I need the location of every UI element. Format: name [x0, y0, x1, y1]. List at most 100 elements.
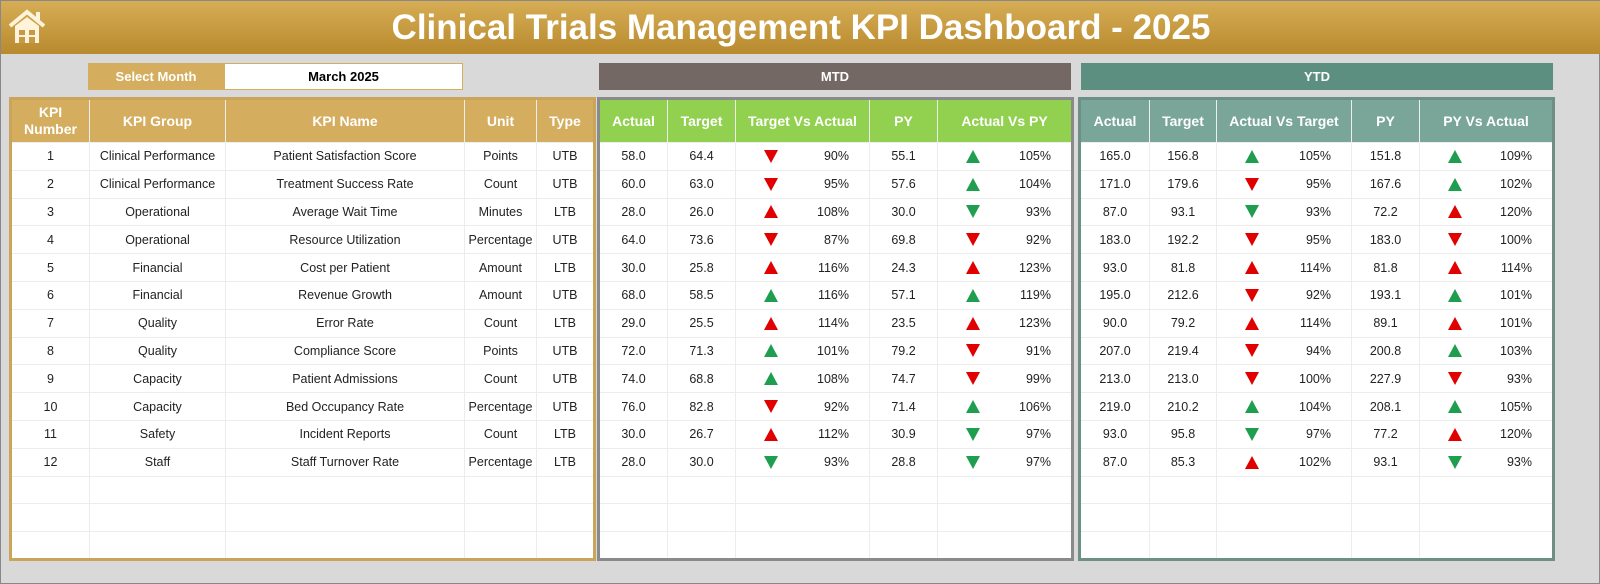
comparison-value: 104%: [1299, 399, 1331, 414]
kpi-group: Capacity: [89, 392, 226, 421]
comparison-cell: 99%: [937, 364, 1073, 394]
empty-cell: [735, 531, 870, 560]
kpi-type: LTB: [536, 253, 595, 282]
kpi-group: Safety: [89, 419, 226, 449]
kpi-unit: Amount: [464, 280, 537, 310]
column-header: Actual: [1079, 98, 1150, 143]
mtd-py: 71.4: [869, 392, 938, 421]
kpi-group: Operational: [89, 197, 226, 227]
mtd-target: 30.0: [667, 447, 736, 477]
comparison-cell: 102%: [1419, 169, 1554, 199]
kpi-num: 5: [10, 253, 90, 282]
arrow-up-green-icon: [1245, 400, 1259, 414]
empty-cell: [225, 475, 465, 505]
ytd-target: 81.8: [1149, 253, 1217, 282]
comparison-value: 100%: [1500, 232, 1532, 247]
arrow-down-red-icon: [1245, 233, 1259, 247]
empty-cell: [735, 503, 870, 533]
comparison-cell: 114%: [735, 308, 870, 338]
kpi-group: Quality: [89, 336, 226, 366]
empty-cell: [667, 531, 736, 560]
column-header: KPI Number: [10, 98, 90, 143]
mtd-target: 71.3: [667, 336, 736, 366]
mtd-actual: 74.0: [598, 364, 668, 394]
empty-cell: [598, 475, 668, 505]
kpi-type: LTB: [536, 447, 595, 477]
comparison-value: 120%: [1500, 204, 1532, 219]
mtd-target: 64.4: [667, 142, 736, 171]
month-select[interactable]: March 2025: [224, 63, 463, 90]
empty-cell: [598, 531, 668, 560]
column-header: KPI Group: [89, 98, 226, 143]
comparison-cell: 114%: [1419, 253, 1554, 282]
ytd-target: 93.1: [1149, 197, 1217, 227]
empty-row: [1079, 503, 1554, 533]
mtd-target: 63.0: [667, 169, 736, 199]
arrow-up-red-icon: [1448, 261, 1462, 275]
comparison-cell: 93%: [1419, 364, 1554, 394]
arrow-up-green-icon: [1245, 149, 1259, 163]
table-row: 68.0 58.5 116% 57.1 119%: [598, 280, 1073, 310]
comparison-value: 114%: [1299, 260, 1331, 275]
kpi-name: Cost per Patient: [225, 253, 465, 282]
empty-row: [1079, 531, 1554, 560]
kpi-num: 2: [10, 169, 90, 199]
arrow-up-red-icon: [966, 261, 980, 275]
table-row: 10 Capacity Bed Occupancy Rate Percentage UT…: [10, 392, 595, 421]
empty-cell: [869, 503, 938, 533]
arrow-down-red-icon: [764, 233, 778, 247]
comparison-value: 97%: [1305, 427, 1331, 442]
arrow-up-green-icon: [1448, 288, 1462, 302]
kpi-num: 8: [10, 336, 90, 366]
empty-cell: [667, 503, 736, 533]
comparison-value: 104%: [1019, 177, 1051, 192]
ytd-py: 151.8: [1351, 142, 1420, 171]
table-row: 64.0 73.6 87% 69.8 92%: [598, 225, 1073, 255]
arrow-up-green-icon: [1448, 400, 1462, 414]
mtd-py: 69.8: [869, 225, 938, 255]
home-icon[interactable]: [7, 9, 47, 45]
ytd-actual: 93.0: [1079, 253, 1150, 282]
comparison-cell: 114%: [1216, 253, 1352, 282]
comparison-value: 108%: [817, 371, 849, 386]
kpi-group: Clinical Performance: [89, 169, 226, 199]
mtd-target: 26.0: [667, 197, 736, 227]
comparison-value: 112%: [817, 427, 849, 442]
comparison-cell: 119%: [937, 280, 1073, 310]
mtd-py: 28.8: [869, 447, 938, 477]
kpi-group: Capacity: [89, 364, 226, 394]
comparison-value: 116%: [817, 260, 849, 275]
ytd-py: 193.1: [1351, 280, 1420, 310]
table-row: 195.0 212.6 92% 193.1 101%: [1079, 280, 1554, 310]
empty-cell: [1216, 531, 1352, 560]
kpi-unit: Points: [464, 336, 537, 366]
empty-row: [1079, 475, 1554, 505]
empty-cell: [937, 531, 1073, 560]
empty-cell: [1079, 475, 1150, 505]
arrow-up-green-icon: [764, 372, 778, 386]
table-row: 213.0 213.0 100% 227.9 93%: [1079, 364, 1554, 394]
table-row: 74.0 68.8 108% 74.7 99%: [598, 364, 1073, 394]
ytd-py: 200.8: [1351, 336, 1420, 366]
arrow-up-green-icon: [1448, 149, 1462, 163]
comparison-value: 123%: [1019, 316, 1051, 331]
mtd-table: Actual Target Target Vs Actual PY Actual Vs …: [597, 97, 1074, 561]
comparison-cell: 105%: [937, 142, 1073, 171]
ytd-actual: 87.0: [1079, 447, 1150, 477]
arrow-up-green-icon: [966, 149, 980, 163]
table-row: 219.0 210.2 104% 208.1 105%: [1079, 392, 1554, 421]
comparison-value: 93%: [1506, 371, 1532, 386]
kpi-unit: Percentage: [464, 225, 537, 255]
table-row: 28.0 30.0 93% 28.8 97%: [598, 447, 1073, 477]
kpi-num: 6: [10, 280, 90, 310]
empty-cell: [1079, 503, 1150, 533]
comparison-value: 120%: [1500, 427, 1532, 442]
empty-cell: [225, 531, 465, 560]
arrow-down-green-icon: [1245, 427, 1259, 441]
comparison-cell: 100%: [1216, 364, 1352, 394]
ytd-target: 156.8: [1149, 142, 1217, 171]
arrow-down-red-icon: [966, 372, 980, 386]
comparison-cell: 123%: [937, 308, 1073, 338]
kpi-type: LTB: [536, 419, 595, 449]
table-row: 93.0 95.8 97% 77.2 120%: [1079, 419, 1554, 449]
